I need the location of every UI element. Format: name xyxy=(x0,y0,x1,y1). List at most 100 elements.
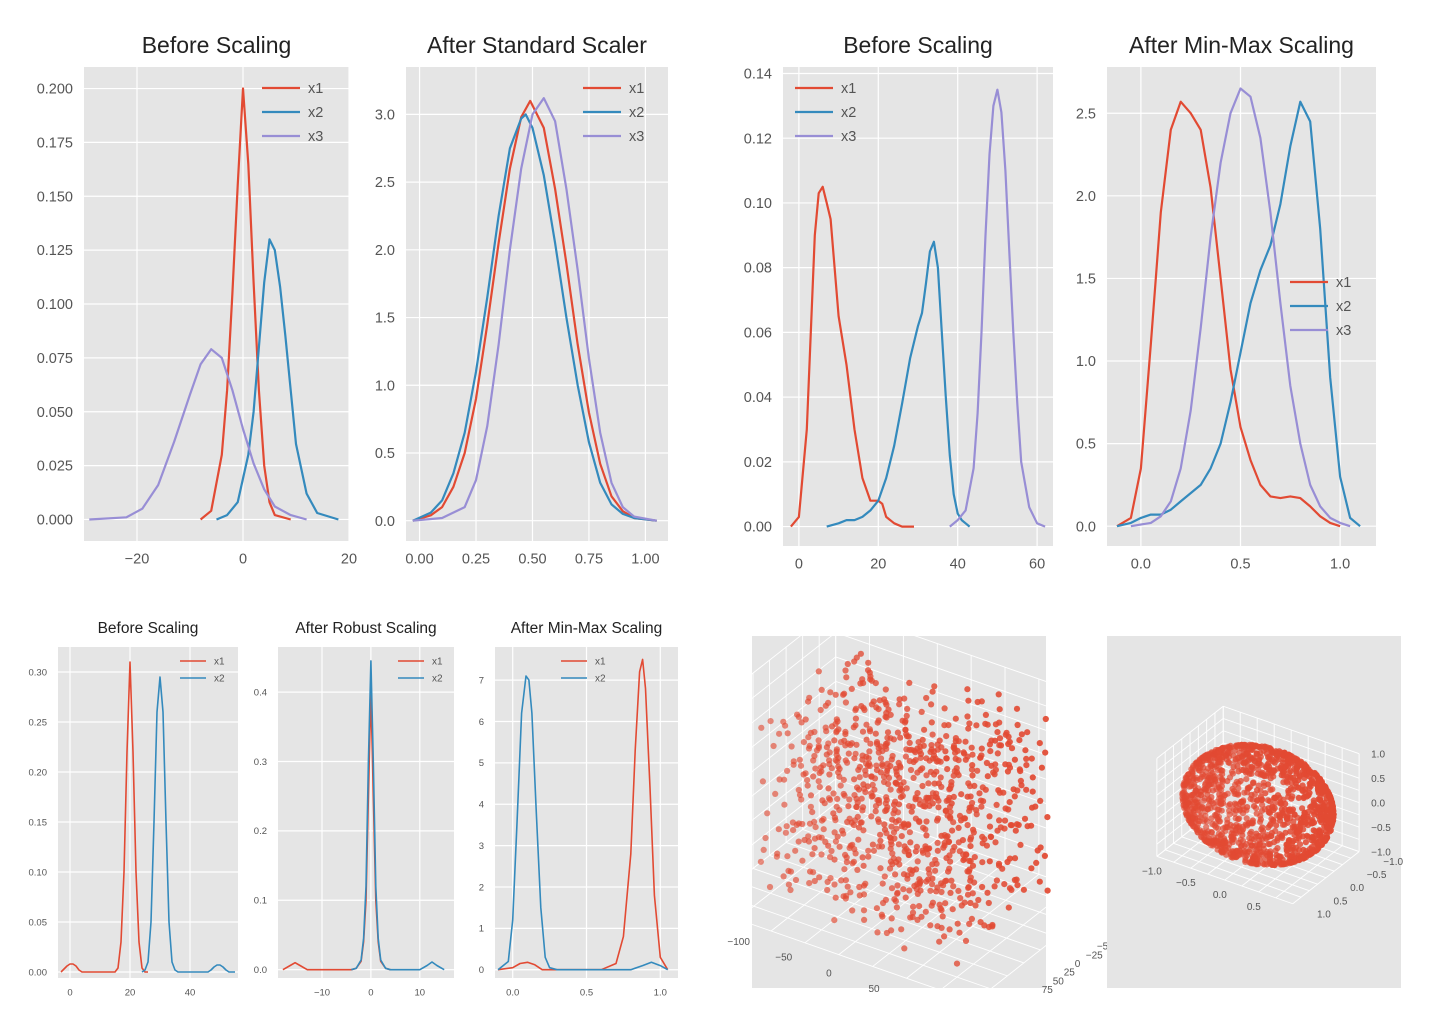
scatter-point xyxy=(828,847,835,855)
scatter-point xyxy=(1287,760,1294,767)
scatter-point xyxy=(934,815,942,822)
scatter-point xyxy=(938,907,945,914)
scatter-point xyxy=(868,813,875,820)
scatter-point xyxy=(1273,822,1280,829)
legend-label-x1: x1 xyxy=(1336,275,1351,291)
y-tick-label: 0.150 xyxy=(37,189,73,205)
scatter-point xyxy=(969,862,977,869)
y-tick-label: 1.5 xyxy=(375,311,395,327)
scatter-point xyxy=(844,883,851,890)
scatter-point xyxy=(822,702,829,709)
legend-label-x1: x1 xyxy=(214,657,225,668)
x-tick-label: 60 xyxy=(1029,557,1045,573)
scatter-point xyxy=(1271,805,1278,812)
legend-label-x2: x2 xyxy=(595,674,606,685)
scatter-point xyxy=(867,740,874,747)
pane-gridline xyxy=(1156,730,1224,784)
scatter-point xyxy=(986,823,994,830)
scatter-point xyxy=(881,873,888,880)
scatter-point xyxy=(1232,827,1239,834)
scatter-point xyxy=(839,827,846,834)
x-tick-label: 0.50 xyxy=(518,552,546,568)
scatter-point xyxy=(1282,829,1289,836)
scatter-point xyxy=(851,755,858,762)
scatter-point xyxy=(958,791,965,798)
scatter-point xyxy=(982,786,989,793)
scatter-point xyxy=(880,899,887,907)
scatter-point xyxy=(1199,803,1206,810)
y-tick-label: 0.0 xyxy=(254,965,267,976)
y-tick-label: 0.25 xyxy=(29,717,48,728)
scatter-point xyxy=(898,833,905,840)
scatter-point xyxy=(862,771,869,779)
scatter-point xyxy=(801,836,808,844)
scatter-point xyxy=(1191,796,1198,804)
scatter-point xyxy=(884,729,892,736)
scatter-point xyxy=(978,752,985,759)
x-tick-label: 0.25 xyxy=(462,552,490,568)
scatter-point xyxy=(783,823,790,830)
scatter-point xyxy=(949,847,956,854)
scatter-point xyxy=(914,790,921,797)
scatter-point xyxy=(937,774,944,781)
scatter-point xyxy=(910,774,917,782)
scatter-point xyxy=(856,883,863,891)
scatter-point xyxy=(996,706,1003,713)
y-tick-label: 1 xyxy=(479,924,484,935)
scatter-point xyxy=(861,916,868,924)
pane-gridline xyxy=(1156,705,1224,759)
scatter-point xyxy=(943,755,950,762)
scatter-point xyxy=(1289,806,1296,813)
scatter-point xyxy=(818,817,826,824)
scatter-point xyxy=(1015,821,1022,829)
scatter-point xyxy=(928,742,935,749)
x-tick-label: 20 xyxy=(341,552,357,568)
scatter-point xyxy=(968,915,976,923)
scatter-point xyxy=(1006,855,1014,862)
scatter-point xyxy=(823,751,830,758)
pane-gridline xyxy=(1165,849,1302,898)
scatter-point xyxy=(849,907,856,914)
scatter-point xyxy=(809,809,816,816)
scatter-point xyxy=(928,701,935,708)
scatter-point xyxy=(1202,812,1209,820)
scatter-point xyxy=(831,737,838,744)
scatter-point xyxy=(940,844,947,851)
scatter-point xyxy=(1204,837,1212,845)
scatter-point xyxy=(870,847,878,854)
scatter-point xyxy=(996,817,1003,824)
scatter-point xyxy=(810,773,817,780)
scatter-point xyxy=(881,826,889,833)
y-tick-label: −25 xyxy=(1086,950,1103,961)
scatter-point xyxy=(855,836,862,843)
scatter-point xyxy=(947,814,954,821)
y-tick-label: 7 xyxy=(479,675,484,686)
legend-label-x3: x3 xyxy=(841,129,856,145)
scatter-point xyxy=(877,769,885,776)
scatter-point xyxy=(1276,794,1283,801)
x-tick-label: 0.00 xyxy=(405,552,433,568)
scatter-point xyxy=(854,813,861,821)
scatter-point xyxy=(1012,827,1019,834)
scatter-point xyxy=(925,780,932,787)
scatter-point xyxy=(1197,788,1205,795)
scatter-point xyxy=(1246,784,1253,791)
scatter-point xyxy=(931,683,938,690)
scatter-point xyxy=(875,717,882,724)
x-tick-label: 1.0 xyxy=(1330,557,1350,573)
y-tick-label: 25 xyxy=(1064,968,1076,979)
scatter-point xyxy=(944,766,951,773)
scatter-point xyxy=(840,776,847,784)
x-tick-label: −1.0 xyxy=(1142,866,1162,877)
x-tick-label: 0.75 xyxy=(575,552,603,568)
scatter-point xyxy=(809,851,816,858)
scatter-point xyxy=(1244,804,1251,811)
y-tick-label: 2.0 xyxy=(1076,189,1096,205)
y-tick-label: 0.00 xyxy=(744,520,772,536)
scatter-point xyxy=(1298,853,1305,860)
scatter-point xyxy=(962,756,969,763)
scatter-point xyxy=(1234,763,1241,770)
scatter-point xyxy=(1230,806,1237,813)
scatter-point xyxy=(865,847,872,854)
scatter-point xyxy=(895,841,903,848)
